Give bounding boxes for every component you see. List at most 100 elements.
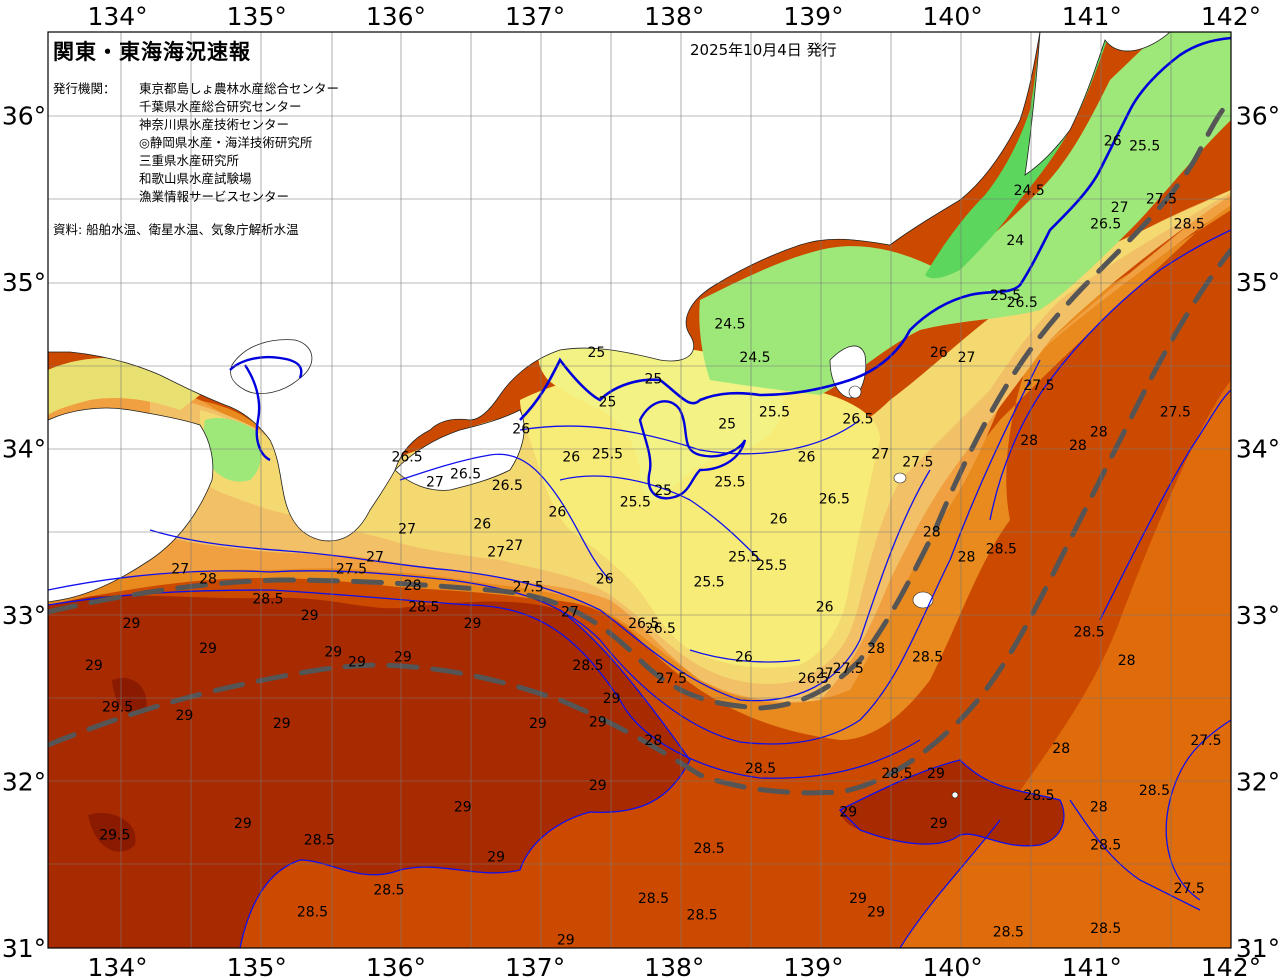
sst-area-24-5 — [699, 32, 1231, 395]
isotherm-25-front — [519, 36, 1231, 421]
temperature-label: 25 — [654, 483, 672, 499]
isotherm-osaka-bay — [229, 356, 303, 462]
temperature-label: 24.5 — [1014, 183, 1045, 199]
longitude-label: 142° — [1201, 2, 1261, 31]
longitude-labels-top: 134° 135° 136° 137° 138° 139° 140° 141° 142° — [87, 2, 1261, 31]
temperature-label: 25 — [599, 395, 617, 411]
temperature-label: 27.5 — [1160, 405, 1191, 421]
sst-area-29-5 — [88, 678, 147, 852]
temperature-label: 25 — [587, 345, 605, 361]
map-frame — [47, 31, 1232, 949]
sst-area-27-5 — [48, 200, 1231, 740]
temperature-label: 28.5 — [993, 924, 1024, 940]
temperature-label: 28 — [404, 578, 422, 594]
issuer-item: 漁業情報サービスセンター — [139, 189, 290, 204]
issuer-list: 東京都島しょ農林水産総合センター 千葉県水産総合研究センター 神奈川県水産技術センタ… — [139, 80, 339, 206]
temperature-label: 27 — [505, 538, 523, 554]
temperature-label: 29 — [603, 691, 621, 707]
temperature-label: 24 — [1006, 233, 1024, 249]
issuer-item: ◎静岡県水産・海洋技術研究所 — [139, 135, 313, 150]
temperature-label: 27 — [426, 475, 444, 491]
temperature-label: 28 — [923, 525, 941, 541]
longitude-label: 135° — [227, 953, 287, 980]
issuer-item: 千葉県水産総合研究センター — [139, 99, 302, 114]
temperature-label: 28.5 — [638, 891, 669, 907]
temperature-label: 25.5 — [620, 495, 651, 511]
temperature-label: 25.5 — [756, 558, 787, 574]
temperature-label: 27.5 — [656, 671, 687, 687]
issuer-item: 東京都島しょ農林水産総合センター — [139, 81, 340, 96]
longitude-label: 135° — [227, 2, 287, 31]
latitude-label: 36° — [2, 101, 46, 130]
temperature-label: 28.5 — [1090, 838, 1121, 854]
temperature-label: 26.5 — [842, 411, 873, 427]
issuer-item: 和歌山県水産試験場 — [139, 171, 252, 186]
temperature-label: 27 — [171, 561, 189, 577]
longitude-label: 137° — [505, 2, 565, 31]
latitude-label: 32° — [1236, 767, 1280, 796]
temperature-label: 27 — [398, 521, 416, 537]
sst-area-osaka-bay — [204, 418, 262, 482]
temperature-label: 26 — [770, 511, 788, 527]
temperature-label: 28 — [1090, 799, 1108, 815]
longitude-label: 134° — [87, 953, 147, 980]
temperature-label: 28.5 — [881, 766, 912, 782]
land-oshima — [848, 385, 862, 399]
longitude-label: 139° — [783, 2, 843, 31]
latitude-label: 35° — [1236, 268, 1280, 297]
longitude-label: 140° — [923, 2, 983, 31]
temperature-label: 27.5 — [833, 661, 864, 677]
issuing-organizations: 発行機関： 東京都島しょ農林水産総合センター 千葉県水産総合研究センター 神奈川県水産… — [53, 80, 339, 206]
latitude-labels-right: 36° 35° 34° 33° 32° 31° — [1236, 101, 1280, 963]
temperature-label: 25.5 — [990, 288, 1021, 304]
temperature-label: 29 — [557, 933, 575, 949]
temperature-label: 25 — [718, 416, 736, 432]
map-title: 関東・東海海況速報 — [53, 40, 251, 64]
land-shikoku — [48, 407, 214, 603]
temperature-label: 25.5 — [1129, 138, 1160, 154]
temperature-label: 26 — [473, 516, 491, 532]
temperature-label: 28.5 — [1023, 788, 1054, 804]
sst-area-29-east — [840, 760, 1064, 846]
temperature-label: 28 — [645, 733, 663, 749]
temperature-label: 25 — [645, 371, 663, 387]
latitude-label: 33° — [2, 601, 46, 630]
kuroshio-axis — [48, 97, 1231, 796]
temperature-label: 28.5 — [986, 541, 1017, 557]
temperature-label: 29 — [123, 616, 141, 632]
temperature-label: 26.5 — [391, 450, 422, 466]
temperature-label: 26 — [798, 450, 816, 466]
temperature-label: 28.5 — [252, 591, 283, 607]
temperature-label: 24.5 — [739, 350, 770, 366]
issuer-label: 発行機関： — [53, 81, 116, 96]
temperature-label: 29 — [454, 799, 472, 815]
temperature-label: 26.5 — [450, 466, 481, 482]
temperature-label: 26 — [548, 505, 566, 521]
latitude-label: 36° — [1236, 101, 1280, 130]
temperature-label: 29 — [930, 816, 948, 832]
temperature-label: 27 — [958, 350, 976, 366]
temperature-label: 28.5 — [572, 658, 603, 674]
temperature-label: 29 — [589, 714, 607, 730]
temperature-label: 27 — [487, 545, 505, 561]
temperature-label: 29.5 — [99, 828, 130, 844]
temperature-label: 27.5 — [902, 455, 933, 471]
temperature-label: 28.5 — [1090, 921, 1121, 937]
isotherm-lines — [48, 229, 1231, 948]
latitude-label: 34° — [1236, 434, 1280, 463]
sst-area-25-5 — [520, 370, 880, 668]
temperature-label: 26 — [562, 450, 580, 466]
temperature-label: 24.5 — [714, 316, 745, 332]
temperature-label: 28 — [1090, 425, 1108, 441]
isotherm-25-tongue — [638, 400, 747, 500]
temperature-label: 29 — [85, 658, 103, 674]
latitude-label: 32° — [2, 767, 46, 796]
land-hachijo — [893, 472, 907, 484]
land-aogashima — [951, 791, 959, 799]
temperature-label: 28 — [1069, 438, 1087, 454]
issuer-item: 三重県水産研究所 — [139, 153, 240, 168]
temperature-label: 29 — [849, 891, 867, 907]
temperature-label: 28 — [867, 641, 885, 657]
longitude-label: 141° — [1062, 2, 1122, 31]
